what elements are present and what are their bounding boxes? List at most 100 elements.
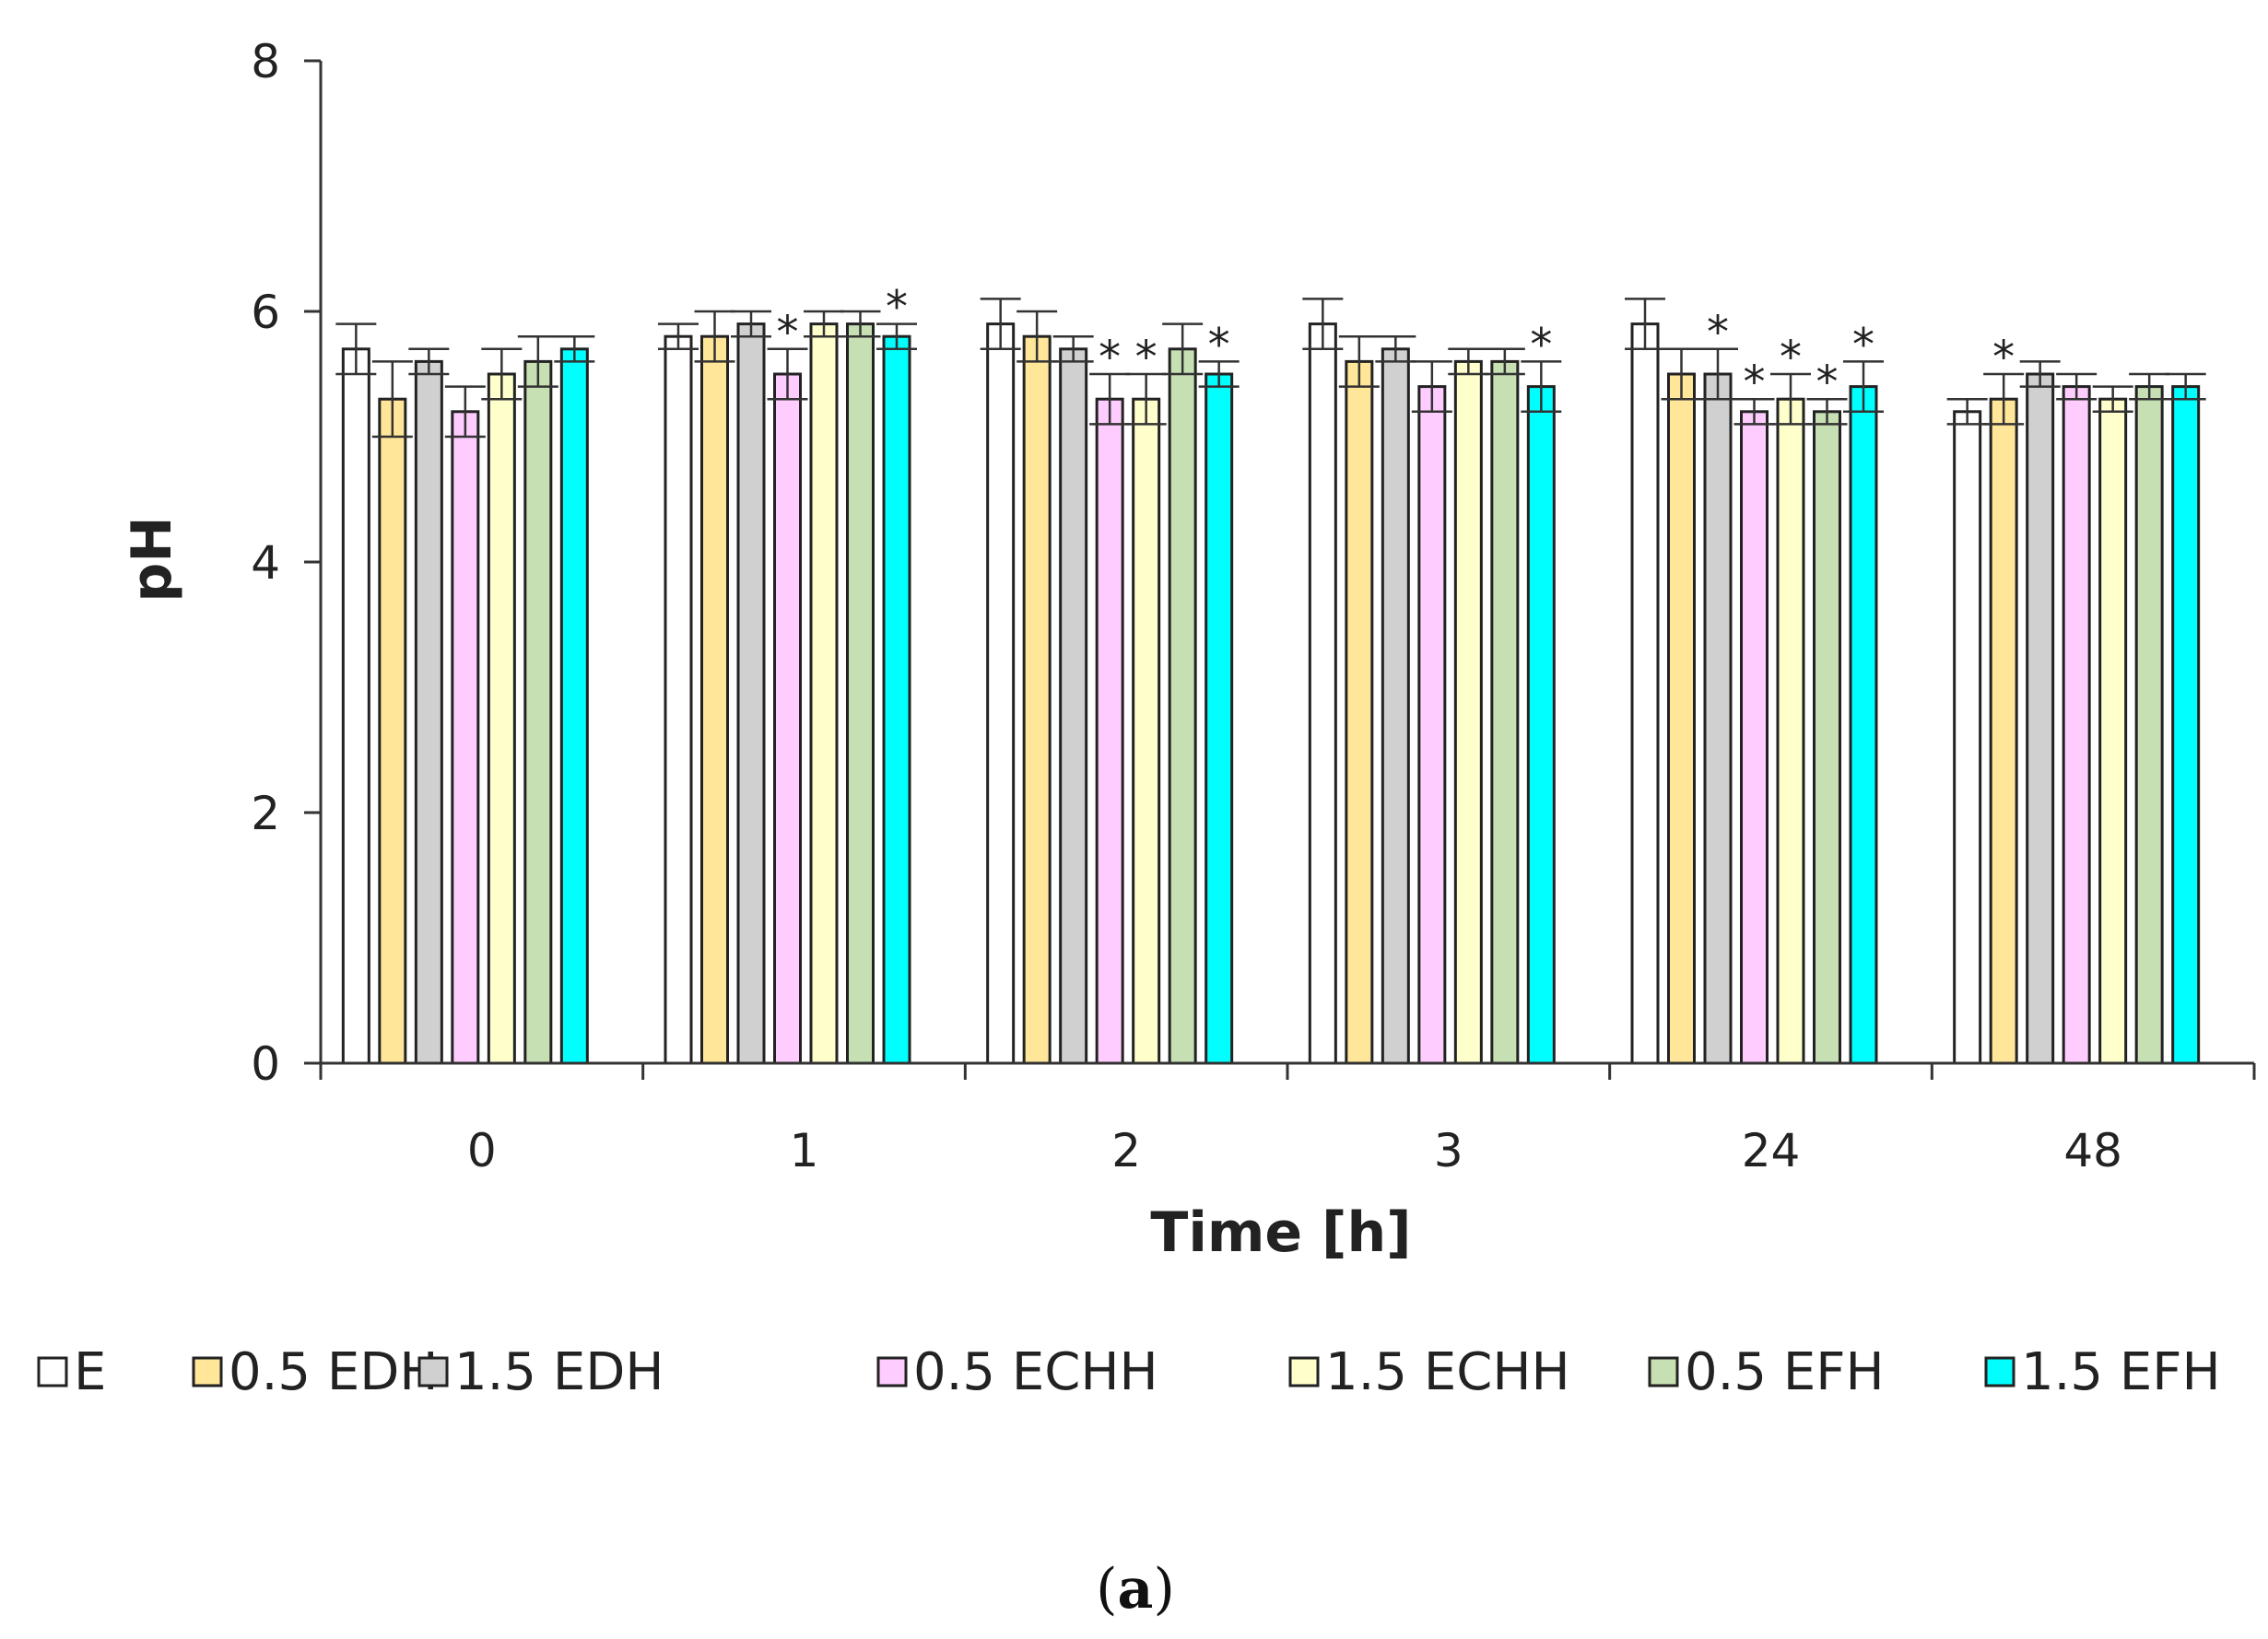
legend-item: 1.5 EDH [417, 1342, 664, 1402]
error-bar [694, 310, 735, 363]
significance-star: * [1530, 319, 1552, 370]
bar [809, 322, 839, 1065]
bar [1059, 347, 1088, 1065]
legend-label: 1.5 EDH [454, 1342, 664, 1402]
y-tick-label: 2 [251, 787, 280, 840]
error-bar [658, 322, 699, 351]
bar [2026, 372, 2055, 1065]
error-bar [2019, 360, 2061, 388]
bar [1526, 385, 1556, 1065]
bar [523, 359, 553, 1065]
error-bar [2129, 372, 2170, 401]
error-bar [1843, 360, 1884, 414]
bar [1132, 397, 1161, 1065]
error-bar [481, 347, 523, 401]
y-tick-label: 8 [251, 35, 280, 88]
legend: E 0.5 EDH 1.5 EDH 0.5 ECHH 1.5 ECHH 0.5 EFH 1.… [37, 1342, 2221, 1402]
legend-item: 0.5 EDH [192, 1342, 438, 1402]
bar [341, 347, 370, 1065]
significance-star: * [1816, 357, 1839, 408]
legend-item: 0.5 EFH [1648, 1342, 1885, 1402]
legend-swatch [417, 1356, 449, 1387]
bar [559, 347, 589, 1065]
legend-label: E [74, 1342, 106, 1402]
bar [846, 322, 875, 1065]
error-bar [1125, 372, 1167, 426]
error-bar [1016, 310, 1058, 363]
bar [1381, 347, 1410, 1065]
panel-label-close: ) [1153, 1557, 1174, 1621]
error-bar [1338, 334, 1380, 388]
error-bar [1806, 397, 1848, 426]
error-bar [2092, 385, 2133, 414]
legend-item: 1.5 EFH [1984, 1342, 2221, 1402]
bar [1345, 359, 1374, 1065]
plot-area: * * * * * * * * * * * * [335, 282, 2206, 1065]
legend-label: 0.5 EFH [1685, 1342, 1885, 1402]
bar [1168, 347, 1197, 1065]
legend-swatch [1288, 1356, 1320, 1387]
error-bar [1698, 347, 1738, 401]
y-tick-label: 6 [251, 286, 280, 339]
legend-label: 0.5 EDH [229, 1342, 438, 1402]
bar [378, 397, 407, 1065]
significance-star: * [1992, 332, 2015, 383]
error-bar [335, 322, 377, 376]
error-bar [804, 310, 844, 338]
x-axis-title: Time [h] [1150, 1200, 1411, 1265]
error-bar [371, 360, 413, 439]
legend-swatch [876, 1356, 908, 1387]
bar [773, 372, 802, 1065]
error-bar [1521, 360, 1562, 414]
significance-star: * [777, 307, 799, 358]
legend-item: E [37, 1342, 106, 1402]
error-bar [1946, 397, 1988, 426]
bar [1989, 397, 2018, 1065]
error-bar [1484, 347, 1525, 376]
legend-label: 0.5 ECHH [913, 1342, 1158, 1402]
error-bar [444, 385, 486, 439]
legend-label: 1.5 EFH [2021, 1342, 2221, 1402]
panel-label-open: ( [1096, 1557, 1117, 1621]
error-bar [1089, 372, 1131, 426]
error-bar [1052, 334, 1094, 363]
error-bar [1448, 347, 1489, 376]
bar [1813, 410, 1841, 1065]
error-bar [1302, 298, 1344, 351]
bar [1703, 372, 1733, 1065]
significance-star: * [1135, 332, 1158, 383]
significance-star: * [1707, 307, 1729, 358]
significance-star: * [1744, 357, 1766, 408]
x-tick-label: 1 [790, 1124, 819, 1177]
error-bar [876, 322, 917, 351]
bar [1205, 372, 1234, 1065]
bar [882, 334, 911, 1065]
bar [2098, 397, 2128, 1065]
error-bar [554, 334, 595, 363]
significance-star: * [1099, 332, 1121, 383]
bar [986, 322, 1016, 1065]
significance-star: * [1852, 319, 1874, 370]
x-tick-label: 0 [467, 1124, 497, 1177]
significance-star: * [1208, 319, 1230, 370]
y-axis-title: pH [120, 516, 184, 602]
legend-swatch [1984, 1356, 2015, 1387]
error-bar [1198, 360, 1240, 388]
bar [1776, 397, 1805, 1065]
legend-swatch [1648, 1356, 1679, 1387]
error-bar [1411, 360, 1452, 414]
x-tick-label: 2 [1111, 1124, 1141, 1177]
bar [664, 334, 693, 1065]
error-bar [2165, 372, 2206, 401]
error-bar [731, 310, 771, 338]
y-tick-label: 0 [251, 1037, 280, 1091]
bar [1849, 385, 1878, 1065]
significance-star: * [886, 282, 908, 334]
bar [451, 410, 480, 1065]
error-bar [1162, 322, 1204, 376]
x-tick-label: 3 [1434, 1124, 1463, 1177]
legend-item: 1.5 ECHH [1288, 1342, 1570, 1402]
error-bar [408, 347, 450, 376]
error-bar [980, 298, 1021, 351]
